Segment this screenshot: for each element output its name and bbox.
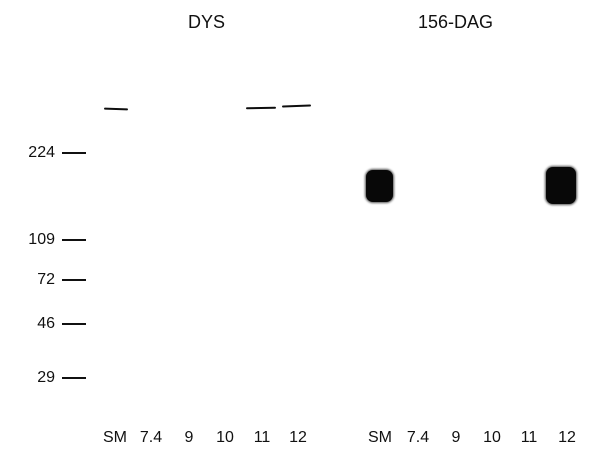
marker-label: 109 [28, 231, 55, 248]
lane-label-dag-9: 9 [451, 429, 461, 446]
band-dag-sm [366, 170, 393, 202]
marker-tick [62, 239, 86, 241]
marker-224: 224 [0, 143, 90, 163]
marker-29: 29 [0, 368, 90, 388]
marker-label: 46 [37, 315, 55, 332]
marker-tick [62, 377, 86, 379]
lane-label-dag-12: 12 [558, 429, 576, 446]
marker-109: 109 [0, 230, 90, 250]
lane-label-dys-sm: SM [103, 429, 127, 446]
lane-label-dag-sm: SM [368, 429, 392, 446]
marker-tick [62, 279, 86, 281]
marker-tick [62, 323, 86, 325]
band-dys-11 [245, 106, 277, 110]
band-dys-12 [281, 104, 312, 108]
marker-label: 224 [28, 144, 55, 161]
marker-label: 29 [37, 369, 55, 386]
lane-label-dys-11: 11 [253, 429, 271, 446]
panel-title-dys: DYS [188, 12, 226, 32]
marker-72: 72 [0, 270, 90, 290]
lane-label-dys-7-4: 7.4 [139, 429, 163, 446]
marker-label: 72 [37, 271, 55, 288]
lane-label-dys-10: 10 [216, 429, 234, 446]
band-dys-sm [103, 107, 129, 111]
band-dag-12 [546, 167, 576, 204]
panel-title-dag: 156-DAG [418, 12, 494, 32]
lane-label-dag-11: 11 [520, 429, 538, 446]
lane-label-dys-9: 9 [184, 429, 194, 446]
lane-label-dag-7-4: 7.4 [406, 429, 430, 446]
marker-tick [62, 152, 86, 154]
lane-label-dys-12: 12 [289, 429, 307, 446]
lane-label-dag-10: 10 [483, 429, 501, 446]
marker-46: 46 [0, 314, 90, 334]
